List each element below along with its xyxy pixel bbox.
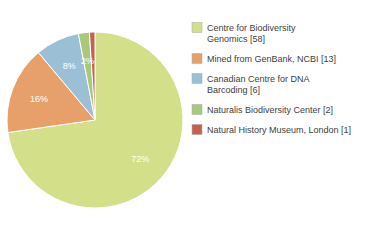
- legend-swatch: [192, 23, 202, 33]
- legend-swatch: [192, 54, 202, 64]
- data-label: 2%: [81, 56, 94, 66]
- legend: Centre for BiodiversityGenomics [58] Mine…: [192, 23, 351, 135]
- legend-entry: Centre for BiodiversityGenomics [58]: [207, 23, 296, 44]
- legend-entry: Natural History Museum, London [1]: [207, 125, 351, 135]
- legend-swatch: [192, 74, 202, 84]
- pie-slice: [89, 32, 95, 120]
- chart: 72% 16% 8% 2% Centre for BiodiversityGenomic…: [0, 0, 380, 240]
- data-label: 16%: [30, 94, 48, 104]
- legend-entry: Mined from GenBank, NCBI [13]: [207, 54, 336, 64]
- legend-swatch: [192, 105, 202, 115]
- pie-labels: 72% 16% 8% 2%: [30, 56, 149, 165]
- pie: [7, 32, 183, 208]
- data-label: 8%: [63, 61, 76, 71]
- legend-entry: Canadian Centre for DNABarcoding [6]: [207, 74, 310, 95]
- pie-slice: [78, 32, 95, 120]
- legend-swatch: [192, 125, 202, 135]
- data-label: 72%: [131, 154, 149, 164]
- legend-entry: Naturalis Biodiversity Center [2]: [207, 105, 333, 115]
- pie-slice: [8, 32, 183, 208]
